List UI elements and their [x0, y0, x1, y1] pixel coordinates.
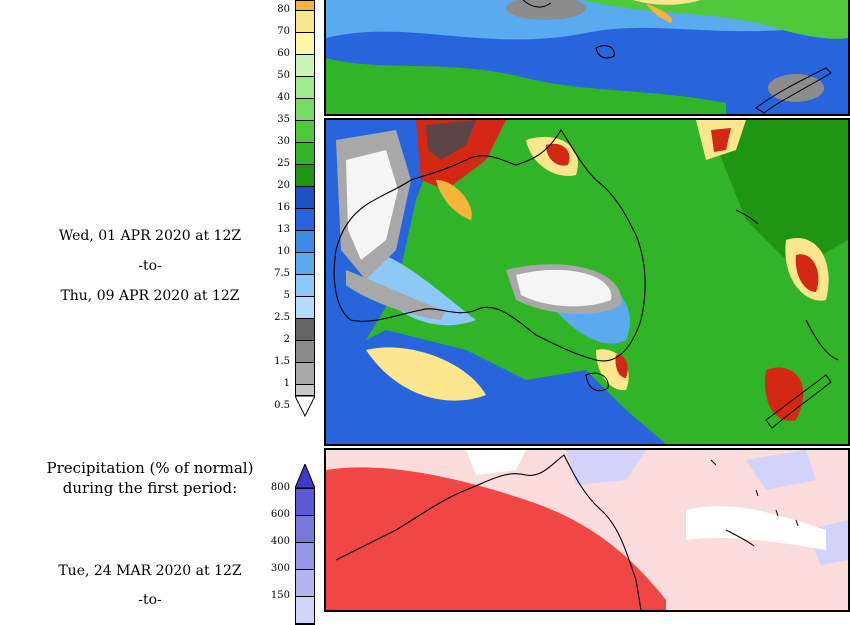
- colorbar-tick-label: 13: [277, 224, 290, 235]
- colorbar-swatch: [296, 99, 314, 121]
- colorbar-tick-label: 70: [277, 26, 290, 37]
- colorbar-swatch: [296, 385, 314, 395]
- colorbar-swatch: [296, 516, 314, 543]
- top-precipitation-map: [324, 0, 850, 116]
- colorbar-swatch: [296, 121, 314, 143]
- colorbar-swatch: [296, 1, 314, 11]
- colorbar-swatch: [296, 209, 314, 231]
- colorbar-swatch: [296, 297, 314, 319]
- upper-period-end: Thu, 09 APR 2020 at 12Z: [60, 288, 240, 304]
- lower-period-to: -to-: [138, 592, 162, 608]
- colorbar-swatch: [296, 55, 314, 77]
- colorbar-swatch: [296, 187, 314, 209]
- upper-period-to: -to-: [138, 258, 162, 274]
- colorbar-tick-label: 300: [270, 563, 290, 574]
- colorbar-tick-label: 16: [277, 202, 290, 213]
- anomaly-heading-line2: during the first period:: [62, 479, 238, 497]
- forecast-precipitation-map: [324, 118, 850, 446]
- colorbar-tick-label: 800: [270, 482, 290, 493]
- colorbar-swatch: [296, 363, 314, 385]
- colorbar-swatch: [296, 341, 314, 363]
- colorbar-swatch: [296, 319, 314, 341]
- precipitation-colorbar: [295, 0, 315, 418]
- colorbar-swatch: [296, 11, 314, 33]
- colorbar-tick-label: 35: [277, 114, 290, 125]
- colorbar-swatch: [296, 77, 314, 99]
- colorbar-tick-label: 30: [277, 136, 290, 147]
- colorbar-tick-label: 1.5: [274, 356, 290, 367]
- colorbar-swatch: [296, 543, 314, 570]
- colorbar-tick-label: 5: [283, 290, 290, 301]
- colorbar-swatch: [296, 165, 314, 187]
- colorbar-swatch: [296, 597, 314, 624]
- colorbar-tick-label: 20: [277, 180, 290, 191]
- colorbar-swatch: [296, 489, 314, 516]
- colorbar-swatch: [296, 33, 314, 55]
- anomaly-colorbar: [295, 464, 315, 625]
- colorbar-swatch: [296, 570, 314, 597]
- colorbar-tick-label: 10: [277, 246, 290, 257]
- colorbar-tick-label: 400: [270, 536, 290, 547]
- colorbar-tick-label: 7.5: [274, 268, 290, 279]
- precipitation-anomaly-map: [324, 448, 850, 612]
- colorbar-top-arrow: [295, 464, 315, 488]
- colorbar-tick-label: 150: [270, 590, 290, 601]
- upper-period-start: Wed, 01 APR 2020 at 12Z: [58, 228, 242, 244]
- colorbar-swatch: [296, 231, 314, 253]
- colorbar-swatch: [296, 275, 314, 297]
- anomaly-heading-line1: Precipitation (% of normal): [46, 459, 254, 477]
- colorbar-swatch: [296, 253, 314, 275]
- colorbar-tick-label: 60: [277, 48, 290, 59]
- colorbar-swatch: [296, 143, 314, 165]
- colorbar-tick-label: 40: [277, 92, 290, 103]
- colorbar-tick-label: 600: [270, 509, 290, 520]
- colorbar-tick-label: 25: [277, 158, 290, 169]
- colorbar-tick-label: 2.5: [274, 312, 290, 323]
- colorbar-tick-label: 80: [277, 4, 290, 15]
- colorbar-tick-label: 1: [283, 378, 290, 389]
- lower-period-start: Tue, 24 MAR 2020 at 12Z: [58, 563, 242, 579]
- colorbar-end-arrow: [295, 396, 315, 418]
- colorbar-tick-label: 0.5: [274, 400, 290, 411]
- colorbar-tick-label: 50: [277, 70, 290, 81]
- colorbar-tick-label: 2: [283, 334, 290, 345]
